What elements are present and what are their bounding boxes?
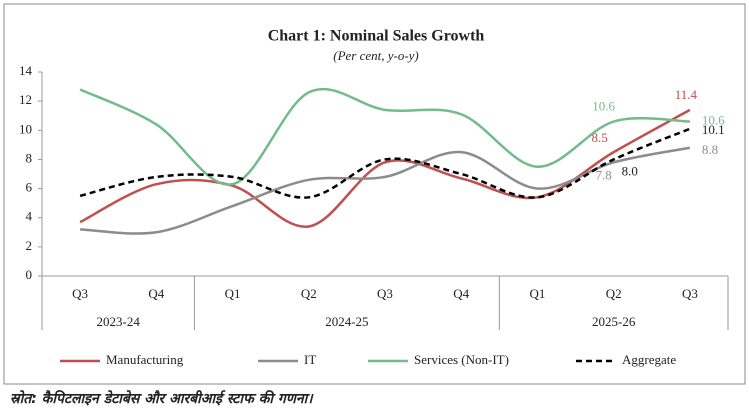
data-label: 7.8 <box>596 167 612 182</box>
chart-subtitle: (Per cent, y-o-y) <box>333 48 419 63</box>
legend-label: Services (Non-IT) <box>414 352 509 367</box>
data-label: 8.5 <box>592 130 608 145</box>
chart: Chart 1: Nominal Sales Growth (Per cent,… <box>3 3 746 385</box>
group-label: 2024-25 <box>325 314 368 329</box>
y-tick-label: 2 <box>26 238 33 253</box>
y-tick-label: 14 <box>19 63 33 78</box>
y-tick-label: 6 <box>26 180 33 195</box>
series-line <box>79 108 691 228</box>
legend-label: Aggregate <box>622 352 676 367</box>
legend-label: Manufacturing <box>106 352 184 367</box>
data-label: 8.8 <box>702 142 718 157</box>
data-label: 10.6 <box>702 113 725 128</box>
x-tick-label: Q1 <box>225 286 241 301</box>
y-tick-label: 10 <box>19 121 32 136</box>
y-tick-label: 0 <box>26 267 33 282</box>
source-note: स्रोत: कैपिटलाइन डेटाबेस और आरबीआई स्टाफ… <box>10 391 313 407</box>
x-tick-label: Q4 <box>453 286 469 301</box>
chart-title: Chart 1: Nominal Sales Growth <box>268 28 485 45</box>
data-label: 10.6 <box>592 99 615 114</box>
group-label: 2023-24 <box>97 314 141 329</box>
x-tick-label: Q2 <box>606 286 622 301</box>
y-tick-label: 12 <box>19 92 32 107</box>
y-tick-label: 8 <box>26 150 33 165</box>
x-tick-label: Q3 <box>72 286 88 301</box>
legend-label: IT <box>304 352 316 367</box>
data-label: 11.4 <box>675 87 698 102</box>
group-label: 2025-26 <box>592 314 636 329</box>
series-line <box>79 127 691 199</box>
data-label: 10.1 <box>702 122 725 137</box>
x-tick-label: Q4 <box>148 286 164 301</box>
x-tick-label: Q2 <box>301 286 317 301</box>
data-label: 8.0 <box>622 163 638 178</box>
x-tick-label: Q1 <box>529 286 545 301</box>
x-tick-label: Q3 <box>682 286 698 301</box>
series-line <box>79 87 690 186</box>
x-tick-label: Q3 <box>377 286 393 301</box>
chart-frame <box>3 3 746 385</box>
y-tick-label: 4 <box>26 209 33 224</box>
